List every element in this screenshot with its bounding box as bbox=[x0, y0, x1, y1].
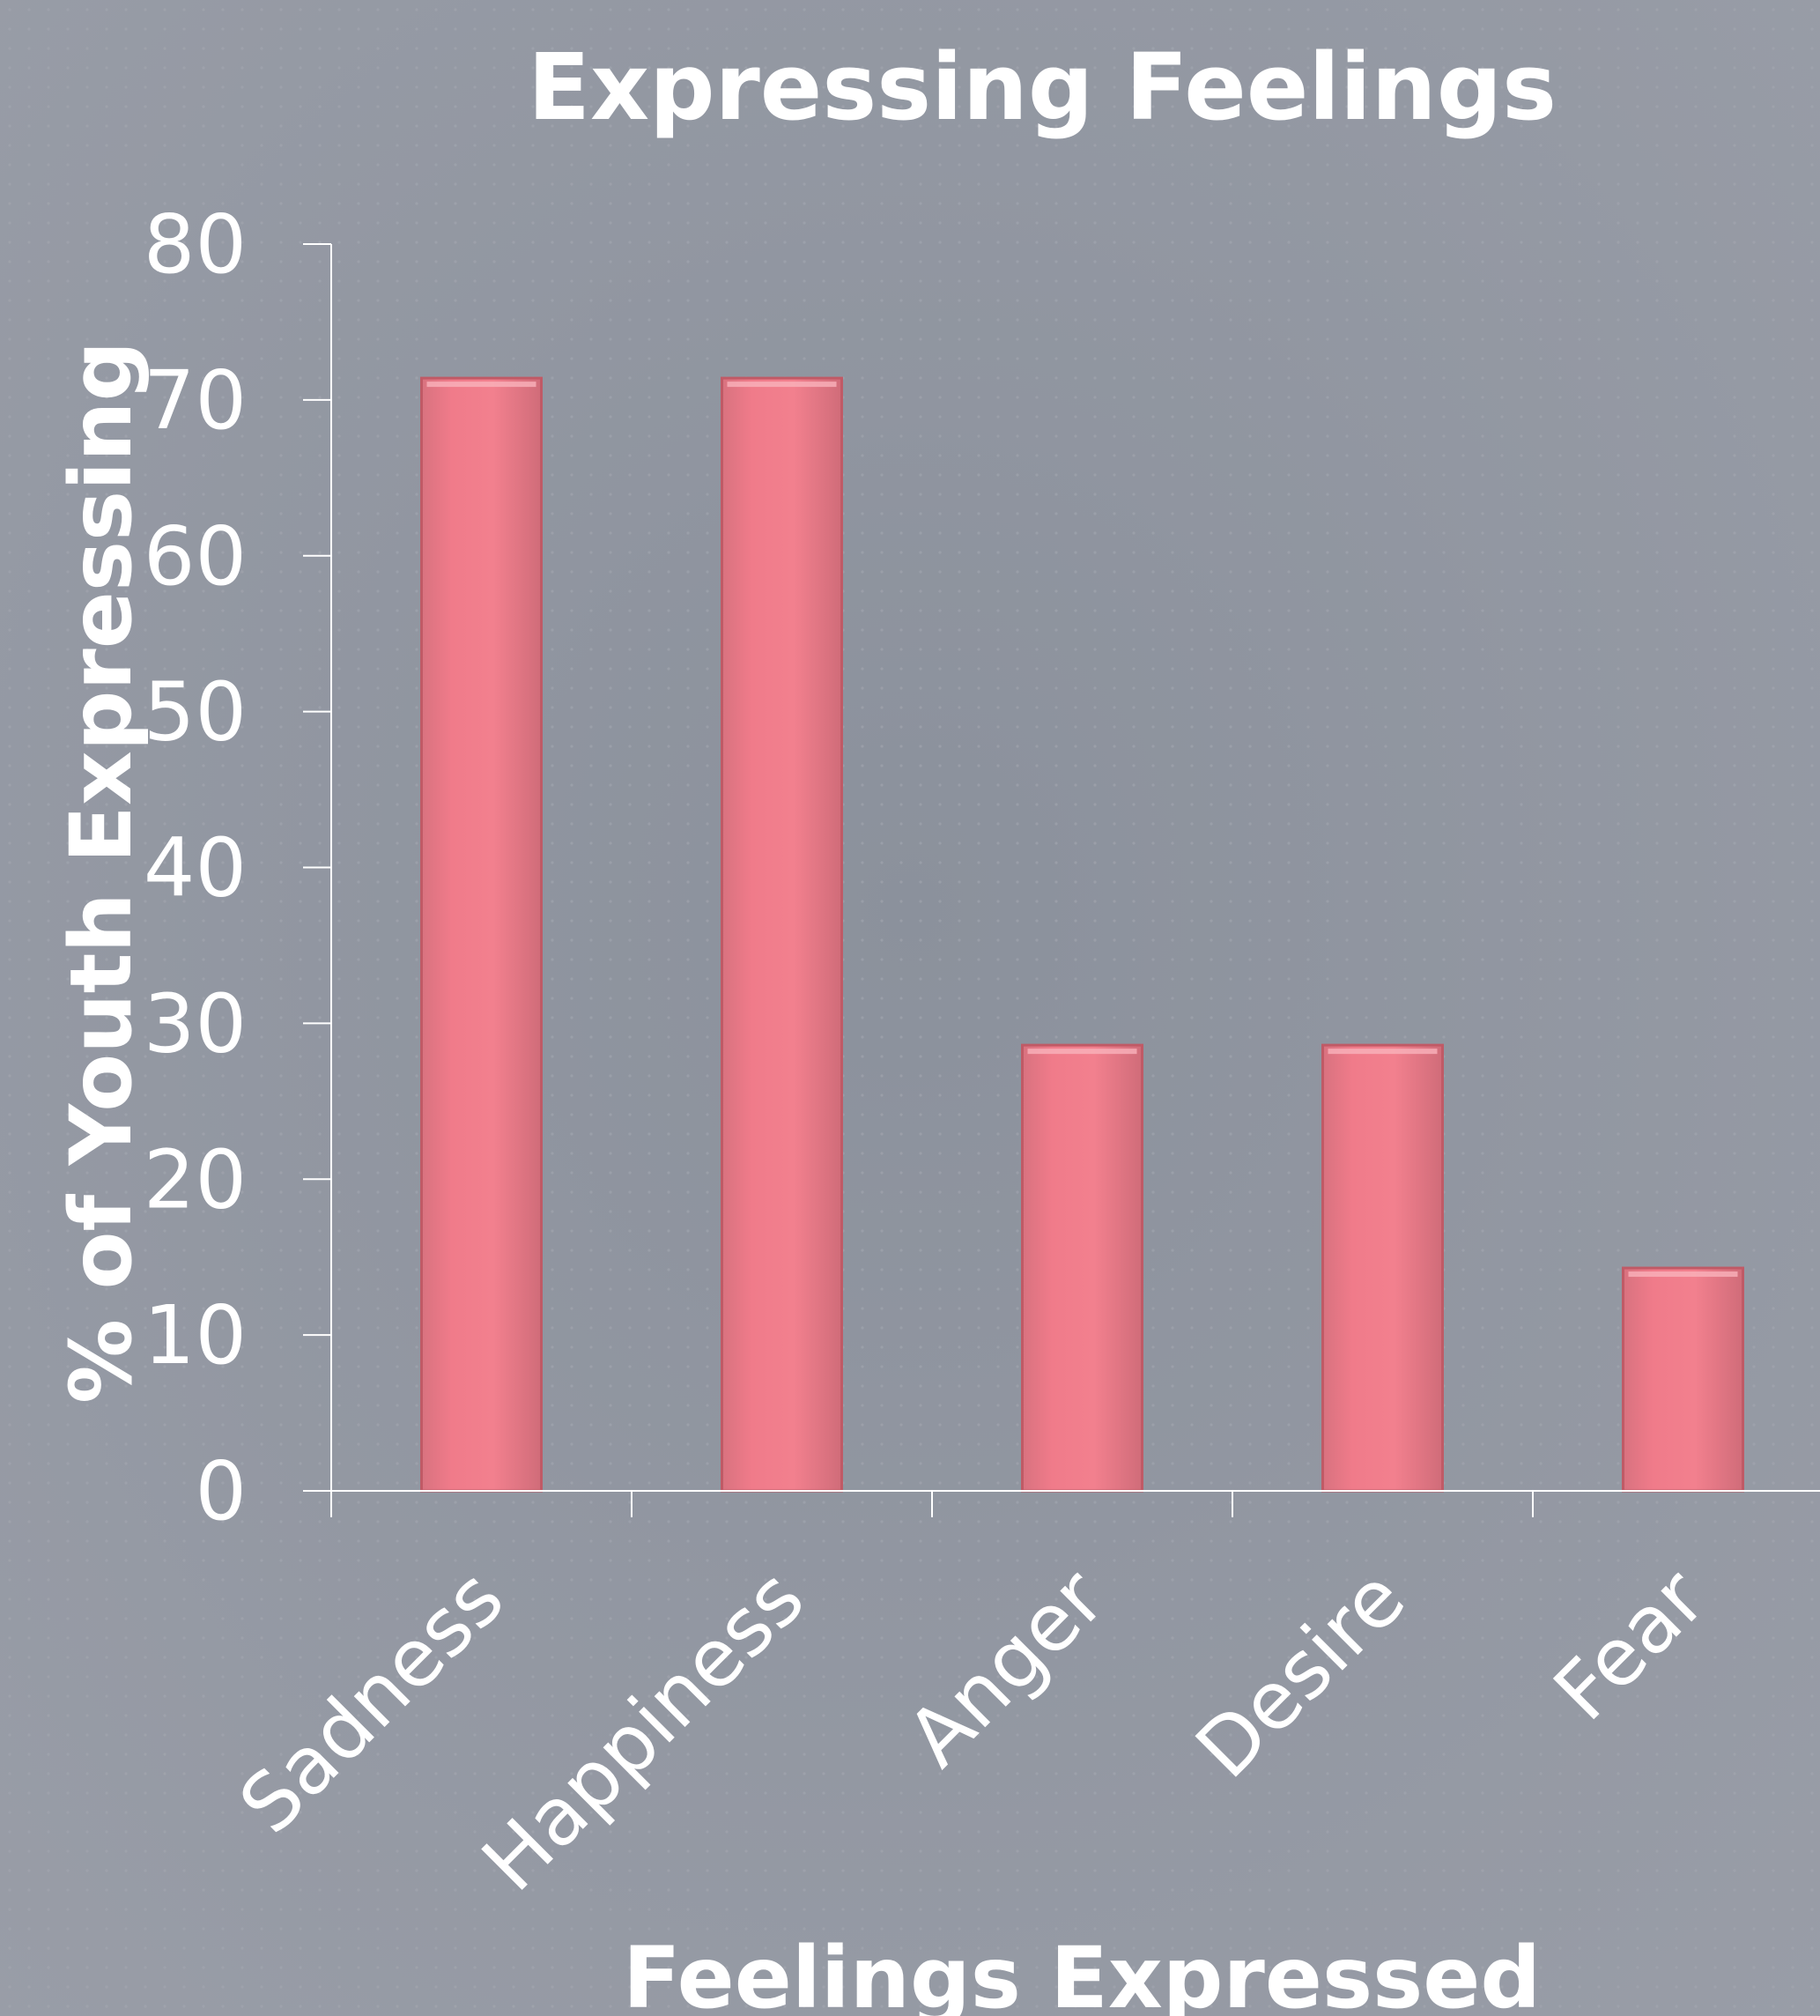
y-tick-label: 20 bbox=[144, 1132, 247, 1227]
y-tick-label: 70 bbox=[144, 353, 247, 448]
y-tick-label: 50 bbox=[144, 665, 247, 760]
bar-fear bbox=[1622, 1266, 1744, 1493]
chart-title: Expressing Feelings bbox=[528, 33, 1557, 141]
y-tick-label: 40 bbox=[144, 821, 247, 915]
y-tick-label: 60 bbox=[144, 509, 247, 604]
bar-highlight bbox=[1027, 1049, 1137, 1055]
bar-sadness bbox=[420, 376, 543, 1493]
bar-highlight bbox=[727, 382, 837, 388]
bar-happiness bbox=[721, 376, 843, 1493]
bar-highlight bbox=[426, 382, 536, 388]
bar-highlight bbox=[1328, 1049, 1438, 1055]
y-tick-label: 80 bbox=[144, 197, 247, 292]
y-tick-label: 10 bbox=[144, 1288, 247, 1382]
y-tick-label: 30 bbox=[144, 976, 247, 1071]
bar-anger bbox=[1021, 1043, 1143, 1493]
y-axis-ticks: 0 10 20 30 40 50 60 70 80 bbox=[144, 197, 331, 1538]
bar-desire bbox=[1321, 1043, 1444, 1493]
y-axis-title: % of Youth Expressing bbox=[52, 341, 151, 1404]
y-tick-label: 0 bbox=[195, 1444, 247, 1538]
bar-highlight bbox=[1628, 1271, 1738, 1278]
x-axis-ticks bbox=[330, 1491, 1534, 1517]
x-axis-title: Feelings Expressed bbox=[623, 1929, 1541, 2016]
bars-group bbox=[420, 376, 1744, 1493]
